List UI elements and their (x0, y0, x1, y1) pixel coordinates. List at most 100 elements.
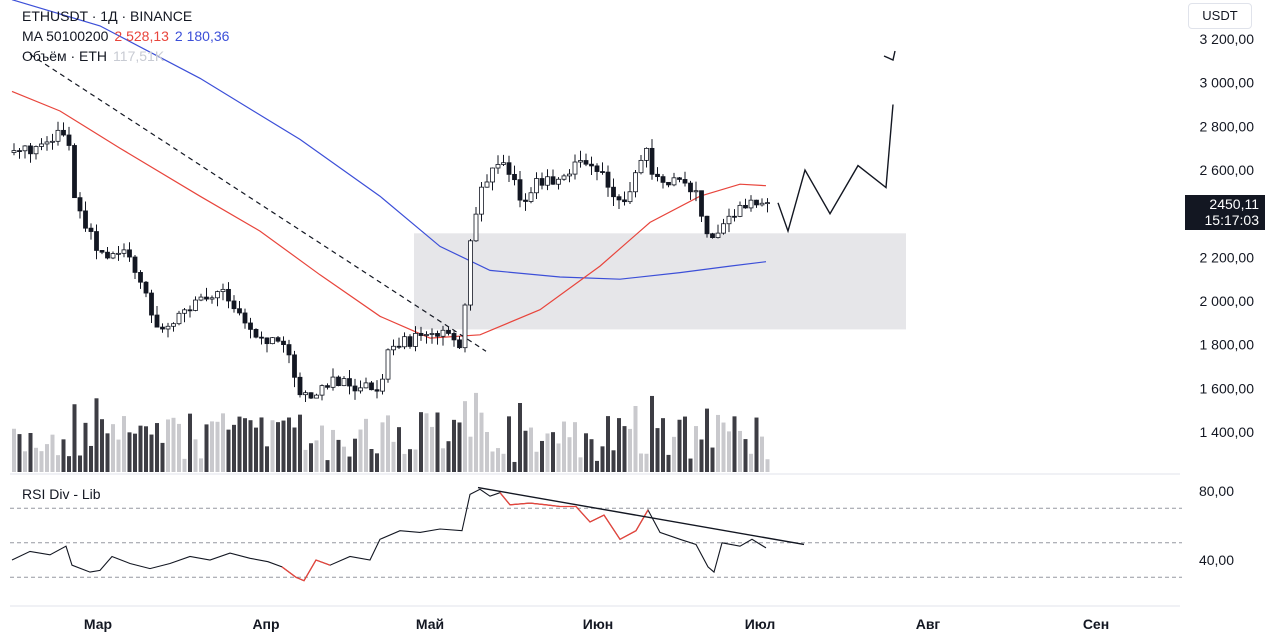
ma-50-line (11, 90, 767, 339)
volume-bar (485, 432, 489, 472)
volume-bar (727, 431, 731, 472)
candle-body (28, 145, 33, 155)
volume-bar (534, 451, 539, 472)
candle-body (429, 333, 435, 335)
candle-body (446, 329, 451, 334)
volume-bar (309, 443, 313, 472)
volume-bar (562, 421, 566, 472)
volume-bar (617, 418, 621, 472)
projection-path (777, 104, 894, 234)
volume-bar (683, 416, 687, 472)
candle-body (572, 161, 578, 175)
volume-bar (342, 446, 346, 472)
volume-bar (166, 419, 170, 472)
volume-bar (12, 428, 16, 472)
candle-body (11, 150, 17, 153)
volume-bar (149, 434, 154, 472)
candle-body (677, 177, 682, 180)
volume-bar (353, 438, 357, 472)
volume-bar (133, 433, 137, 472)
candle-body (721, 223, 726, 234)
currency-button[interactable]: USDT (1188, 3, 1252, 29)
volume-bar (254, 427, 258, 472)
time-tick-label: Июн (583, 616, 613, 632)
volume-bar (639, 453, 643, 472)
candle-body (424, 334, 429, 336)
candle-body (336, 376, 341, 387)
candle-body (649, 147, 655, 175)
volume-bar (430, 426, 434, 472)
candle-body (506, 162, 512, 175)
candle-body (55, 129, 61, 142)
volume-bar (303, 449, 308, 472)
candle-body (743, 204, 748, 209)
symbol-title: ETHUSDT · 1Д · BINANCE (22, 7, 198, 25)
candle-body (451, 333, 457, 341)
rsi-divergence-line (477, 486, 805, 546)
volume-bar (78, 455, 82, 472)
volume-bar (408, 449, 412, 472)
volume-bar (644, 453, 649, 472)
volume-bar (358, 429, 363, 472)
candle-body (644, 147, 649, 161)
candle-body (627, 191, 633, 203)
volume-bar (655, 428, 660, 472)
candle-body (264, 337, 270, 345)
candle-body (660, 176, 666, 183)
candle-body (259, 336, 264, 339)
candle-body (116, 252, 121, 255)
volume-bar (413, 449, 418, 472)
candle-body (671, 177, 677, 186)
volume-bar (749, 453, 753, 472)
volume-bar (83, 422, 88, 472)
price-tick-label: 3 200,00 (1200, 31, 1255, 47)
volume-bar (529, 427, 533, 472)
volume-bar (298, 414, 302, 472)
time-tick-label: Июл (745, 616, 776, 632)
volume-bar (622, 426, 627, 472)
price-tick-label: 2 200,00 (1200, 249, 1255, 265)
volume-bar (589, 439, 594, 472)
volume-bar (160, 442, 165, 472)
volume-bar (215, 421, 220, 472)
candle-body (710, 233, 715, 238)
candle-body (83, 210, 88, 229)
candle-body (204, 296, 209, 300)
volume-bar (606, 416, 610, 472)
volume-bar (694, 426, 698, 472)
candle-body (534, 178, 539, 194)
candle-body (523, 199, 528, 202)
candle-body (77, 197, 83, 212)
candle-body (567, 173, 572, 177)
price-tick-label: 1 800,00 (1200, 337, 1255, 353)
volume-bar (265, 446, 269, 472)
candle-body (226, 288, 231, 302)
candle-body (732, 215, 737, 218)
volume-bar (292, 427, 297, 472)
volume-bar (17, 434, 22, 472)
candle-body (286, 344, 292, 356)
volume-bar (435, 412, 440, 472)
candle-body (550, 176, 556, 185)
candle-body (303, 392, 308, 396)
candle-body (358, 387, 363, 392)
candle-body (633, 172, 638, 193)
price-tick-label: 2 800,00 (1200, 118, 1255, 134)
candle-body (171, 323, 176, 327)
candle-body (369, 382, 374, 391)
volume-bar (188, 413, 192, 472)
candle-body (50, 140, 55, 143)
candle-body (242, 312, 248, 324)
projection-arrowhead (883, 50, 896, 61)
candle-body (462, 304, 468, 349)
candle-body (578, 160, 583, 163)
volume-bar (89, 445, 93, 472)
candle-body (237, 308, 242, 314)
price-axis: 3 200,003 000,002 800,002 600,002 400,00… (1200, 31, 1255, 440)
volume-bar (100, 419, 104, 472)
volume-bar (672, 436, 676, 472)
candle-body (380, 378, 385, 392)
volume-bar (56, 455, 60, 472)
rsi-tick-label: 80,00 (1199, 483, 1234, 499)
